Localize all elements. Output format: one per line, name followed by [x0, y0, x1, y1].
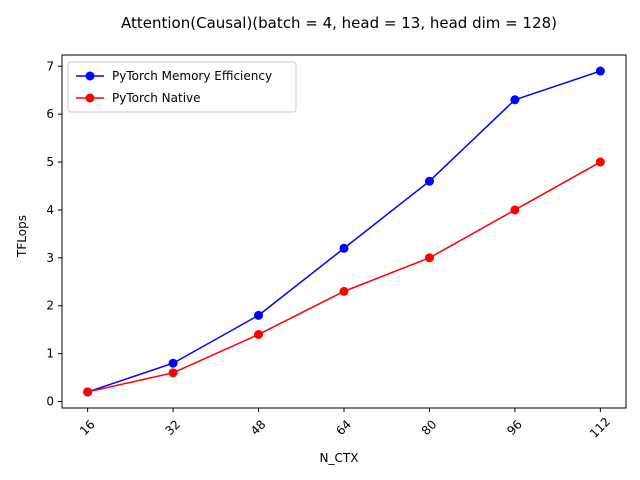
series-line-0: [87, 70, 601, 393]
legend-swatch-marker: [85, 93, 95, 103]
y-tick-label: 3: [46, 251, 54, 265]
x-tick-label: 112: [587, 415, 613, 441]
axis-ticks: 16 32 48 64 80 96 112 0 1 2 3 4 5 6 7: [46, 59, 613, 440]
x-tick-label: 32: [162, 417, 183, 438]
data-point-1-0: [83, 387, 93, 397]
plot-frame: [61, 54, 627, 409]
data-point-0-3: [339, 243, 349, 253]
x-tick-label: 16: [77, 417, 98, 438]
data-point-0-6: [595, 66, 605, 76]
data-point-0-4: [424, 176, 434, 186]
x-axis-label: N_CTX: [320, 451, 359, 465]
x-tick-label: 64: [333, 417, 354, 438]
y-tick-label: 5: [46, 155, 54, 169]
x-tick-label: 48: [248, 417, 269, 438]
series-layer: [83, 66, 605, 397]
y-tick-label: 4: [46, 203, 54, 217]
legend-label: PyTorch Memory Efficiency: [112, 69, 272, 83]
data-point-0-2: [254, 310, 264, 320]
legend-label: PyTorch Native: [112, 91, 201, 105]
legend: PyTorch Memory Efficiency PyTorch Native: [67, 61, 297, 113]
chart-title: Attention(Causal)(batch = 4, head = 13, …: [121, 14, 557, 32]
data-point-1-4: [424, 253, 434, 263]
legend-swatch-marker: [85, 71, 95, 81]
y-tick-label: 7: [46, 59, 54, 73]
data-point-1-1: [168, 368, 178, 378]
y-tick-label: 2: [46, 299, 54, 313]
series-line-1: [87, 161, 601, 393]
data-point-0-5: [510, 95, 520, 105]
data-point-1-3: [339, 286, 349, 296]
data-point-0-1: [168, 358, 178, 368]
data-point-1-2: [254, 329, 264, 339]
data-point-1-5: [510, 205, 520, 215]
x-tick-label: 96: [504, 417, 525, 438]
y-tick-label: 6: [46, 107, 54, 121]
y-tick-label: 0: [46, 395, 54, 409]
x-tick-label: 80: [419, 417, 440, 438]
legend-box: [67, 61, 297, 113]
y-axis-label: TFLops: [15, 215, 29, 258]
y-tick-label: 1: [46, 347, 54, 361]
data-point-1-6: [595, 157, 605, 167]
